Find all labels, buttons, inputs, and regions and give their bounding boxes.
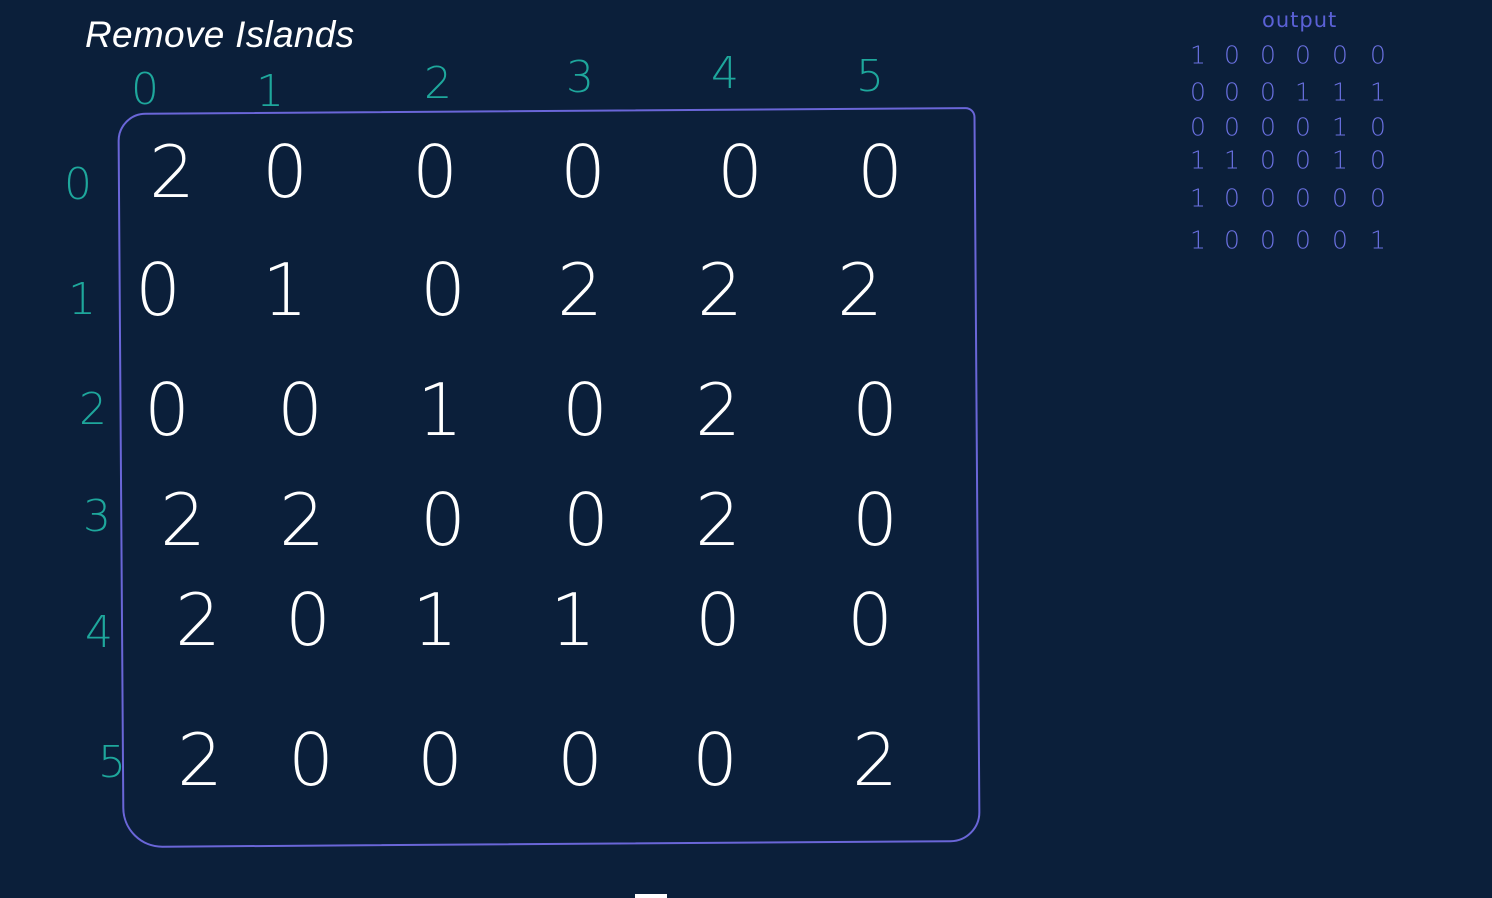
matrix-cell: 0 <box>563 478 609 562</box>
matrix-cell: 2 <box>149 130 195 214</box>
output-cell: 0 <box>1332 225 1348 255</box>
output-cell: 0 <box>1332 40 1348 70</box>
matrix-cell: 2 <box>557 248 603 332</box>
output-cell: 1 <box>1190 225 1206 255</box>
output-cell: 1 <box>1332 145 1348 175</box>
output-cell: 0 <box>1295 145 1311 175</box>
matrix-cell: 0 <box>852 478 898 562</box>
bottom-marker <box>635 894 667 898</box>
row-index: 0 <box>64 159 92 210</box>
output-cell: 0 <box>1224 183 1240 213</box>
matrix-cell: 2 <box>279 478 325 562</box>
matrix-cell: 0 <box>262 130 308 214</box>
grid-border <box>117 107 981 848</box>
matrix-cell: 1 <box>417 368 463 452</box>
output-cell: 0 <box>1370 145 1386 175</box>
output-cell: 1 <box>1370 225 1386 255</box>
output-cell: 0 <box>1295 225 1311 255</box>
output-cell: 0 <box>1224 112 1240 142</box>
matrix-cell: 0 <box>852 368 898 452</box>
matrix-cell: 0 <box>847 578 893 662</box>
matrix-cell: 0 <box>717 130 763 214</box>
output-cell: 0 <box>1260 77 1276 107</box>
output-title: output <box>1262 8 1338 32</box>
column-index: 2 <box>424 58 452 109</box>
column-index: 4 <box>711 48 739 99</box>
output-cell: 0 <box>1260 40 1276 70</box>
matrix-cell: 2 <box>697 248 743 332</box>
matrix-cell: 2 <box>160 478 206 562</box>
output-cell: 0 <box>1224 77 1240 107</box>
output-cell: 0 <box>1260 183 1276 213</box>
row-index: 1 <box>68 274 96 325</box>
matrix-cell: 2 <box>695 478 741 562</box>
column-index: 3 <box>566 52 594 103</box>
matrix-cell: 0 <box>144 368 190 452</box>
matrix-cell: 0 <box>135 248 181 332</box>
matrix-cell: 0 <box>288 718 334 802</box>
output-cell: 1 <box>1332 112 1348 142</box>
matrix-cell: 2 <box>177 718 223 802</box>
output-cell: 0 <box>1370 40 1386 70</box>
output-cell: 0 <box>1260 145 1276 175</box>
matrix-cell: 2 <box>175 578 221 662</box>
output-cell: 0 <box>1295 40 1311 70</box>
output-cell: 1 <box>1190 145 1206 175</box>
matrix-cell: 0 <box>412 130 458 214</box>
output-cell: 1 <box>1224 145 1240 175</box>
matrix-cell: 2 <box>837 248 883 332</box>
output-cell: 1 <box>1190 40 1206 70</box>
output-cell: 0 <box>1295 112 1311 142</box>
matrix-cell: 0 <box>420 248 466 332</box>
matrix-cell: 1 <box>262 248 308 332</box>
output-cell: 0 <box>1260 112 1276 142</box>
column-index: 0 <box>131 64 159 115</box>
output-cell: 0 <box>1190 112 1206 142</box>
output-cell: 1 <box>1370 77 1386 107</box>
matrix-cell: 0 <box>285 578 331 662</box>
row-index: 3 <box>83 491 111 542</box>
matrix-cell: 2 <box>852 718 898 802</box>
output-cell: 0 <box>1370 183 1386 213</box>
output-cell: 0 <box>1260 225 1276 255</box>
output-cell: 0 <box>1370 112 1386 142</box>
matrix-cell: 0 <box>857 130 903 214</box>
output-cell: 0 <box>1190 77 1206 107</box>
matrix-cell: 0 <box>562 368 608 452</box>
matrix-cell: 0 <box>277 368 323 452</box>
output-cell: 0 <box>1224 40 1240 70</box>
matrix-cell: 1 <box>550 578 596 662</box>
page-title: Remove Islands <box>85 14 355 55</box>
row-index: 5 <box>98 737 126 788</box>
column-index: 5 <box>856 51 884 102</box>
output-cell: 0 <box>1295 183 1311 213</box>
column-index: 1 <box>256 66 284 117</box>
matrix-cell: 0 <box>557 718 603 802</box>
output-cell: 0 <box>1332 183 1348 213</box>
row-index: 4 <box>85 607 113 658</box>
output-cell: 1 <box>1295 77 1311 107</box>
matrix-cell: 0 <box>692 718 738 802</box>
matrix-cell: 1 <box>412 578 458 662</box>
matrix-cell: 2 <box>695 368 741 452</box>
matrix-cell: 0 <box>417 718 463 802</box>
matrix-cell: 0 <box>695 578 741 662</box>
output-cell: 1 <box>1332 77 1348 107</box>
matrix-cell: 0 <box>420 478 466 562</box>
row-index: 2 <box>79 384 107 435</box>
matrix-cell: 0 <box>560 130 606 214</box>
output-cell: 1 <box>1190 183 1206 213</box>
output-cell: 0 <box>1224 225 1240 255</box>
